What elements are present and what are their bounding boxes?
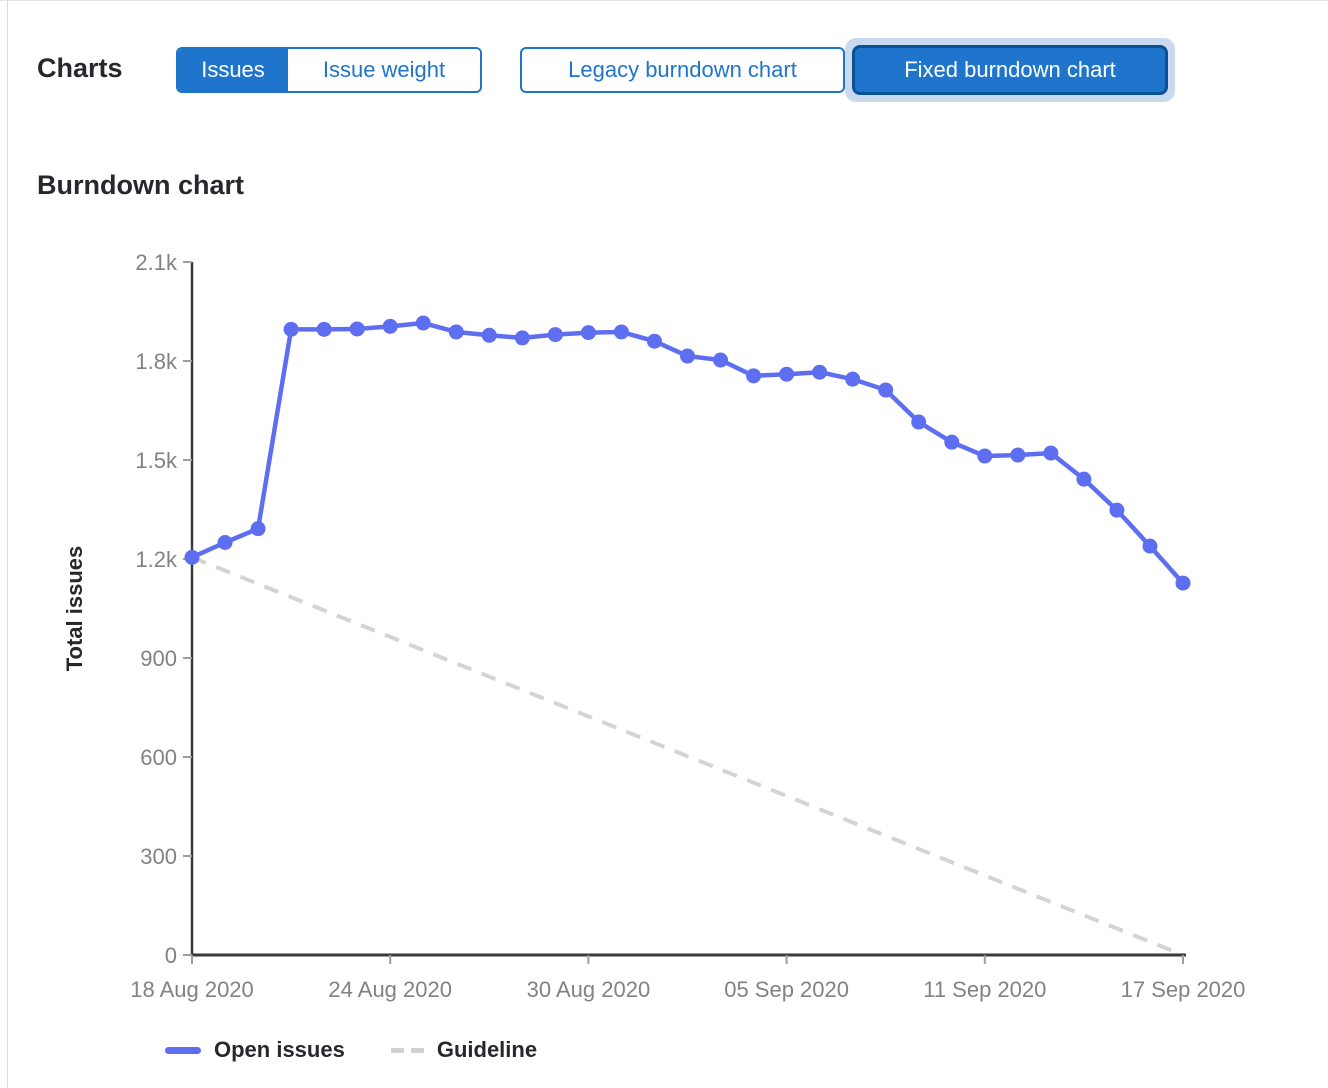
fixed-burndown-chart-button[interactable]: Fixed burndown chart [852,45,1168,95]
guideline-line [191,555,1184,957]
guideline-dash-swatch [390,1047,424,1053]
legend-label: Guideline [436,1037,538,1062]
legacy-burndown-chart-button[interactable]: Legacy burndown chart [520,47,845,93]
x-tick-label: 17 Sep 2020 [1121,977,1246,1002]
toggle-issue-weight-button[interactable]: Issue weight [288,49,480,91]
y-tick-label: 1.2k [135,547,178,572]
fixed-burndown-focus-ring: Fixed burndown chart [845,38,1175,102]
data-point[interactable] [514,330,530,346]
burndown-chart-canvas[interactable]: 0 300 600 900 1.2k 1.5k 1.8k 2.1k 18 Aug 2020 24 … [0,240,1328,1030]
data-point[interactable] [382,318,398,334]
data-point[interactable] [911,414,927,430]
data-point[interactable] [746,368,762,384]
chart-title: Burndown chart [37,170,244,200]
data-point[interactable] [680,348,695,364]
open-issues-line-swatch [165,1046,201,1054]
data-point[interactable] [713,352,729,368]
toggle-issues-button[interactable]: Issues [178,49,288,91]
data-point[interactable] [448,324,464,340]
y-tick-label: 2.1k [135,250,178,275]
x-tick-label: 05 Sep 2020 [724,977,849,1002]
data-point[interactable] [977,448,993,464]
data-point[interactable] [1175,575,1191,591]
data-point[interactable] [1142,538,1158,554]
data-point[interactable] [283,321,299,337]
data-point[interactable] [1010,447,1026,463]
data-point[interactable] [845,371,861,387]
panel-left-border [7,0,8,1088]
data-point[interactable] [580,325,596,341]
y-tick-label: 300 [140,844,177,869]
data-point[interactable] [779,366,795,382]
y-tick-label: 1.5k [135,448,178,473]
legend-label: Open issues [214,1037,345,1062]
data-point[interactable] [812,364,828,380]
x-tick-label: 30 Aug 2020 [527,977,651,1002]
issue-metric-toggle-group: Issues Issue weight [176,47,482,93]
data-point[interactable] [1043,445,1059,461]
data-point[interactable] [1076,471,1092,487]
legend-item-guideline[interactable]: Guideline [390,1037,538,1063]
chart-legend: Open issues Guideline [165,1037,537,1063]
x-tick-label: 18 Aug 2020 [130,977,254,1002]
y-tick-label: 0 [165,943,177,968]
data-point[interactable] [547,327,563,343]
data-point[interactable] [184,549,200,565]
charts-section-label: Charts [37,53,123,83]
x-tick-label: 24 Aug 2020 [328,977,452,1002]
data-point[interactable] [646,333,662,349]
y-axis-title: Total issues [62,546,87,672]
data-point[interactable] [1109,502,1125,518]
y-tick-label: 1.8k [135,349,178,374]
data-point[interactable] [250,521,266,537]
data-point[interactable] [944,434,960,450]
data-point[interactable] [613,324,629,340]
data-point[interactable] [316,321,332,337]
data-point[interactable] [415,315,431,331]
data-point[interactable] [481,327,497,343]
y-tick-label: 900 [140,646,177,671]
data-point[interactable] [349,321,365,337]
panel-top-border [0,0,1328,1]
data-point[interactable] [217,535,233,550]
x-tick-label: 11 Sep 2020 [923,977,1046,1002]
legend-item-open-issues[interactable]: Open issues [165,1037,345,1063]
y-tick-label: 600 [140,745,177,770]
data-point[interactable] [878,382,894,398]
